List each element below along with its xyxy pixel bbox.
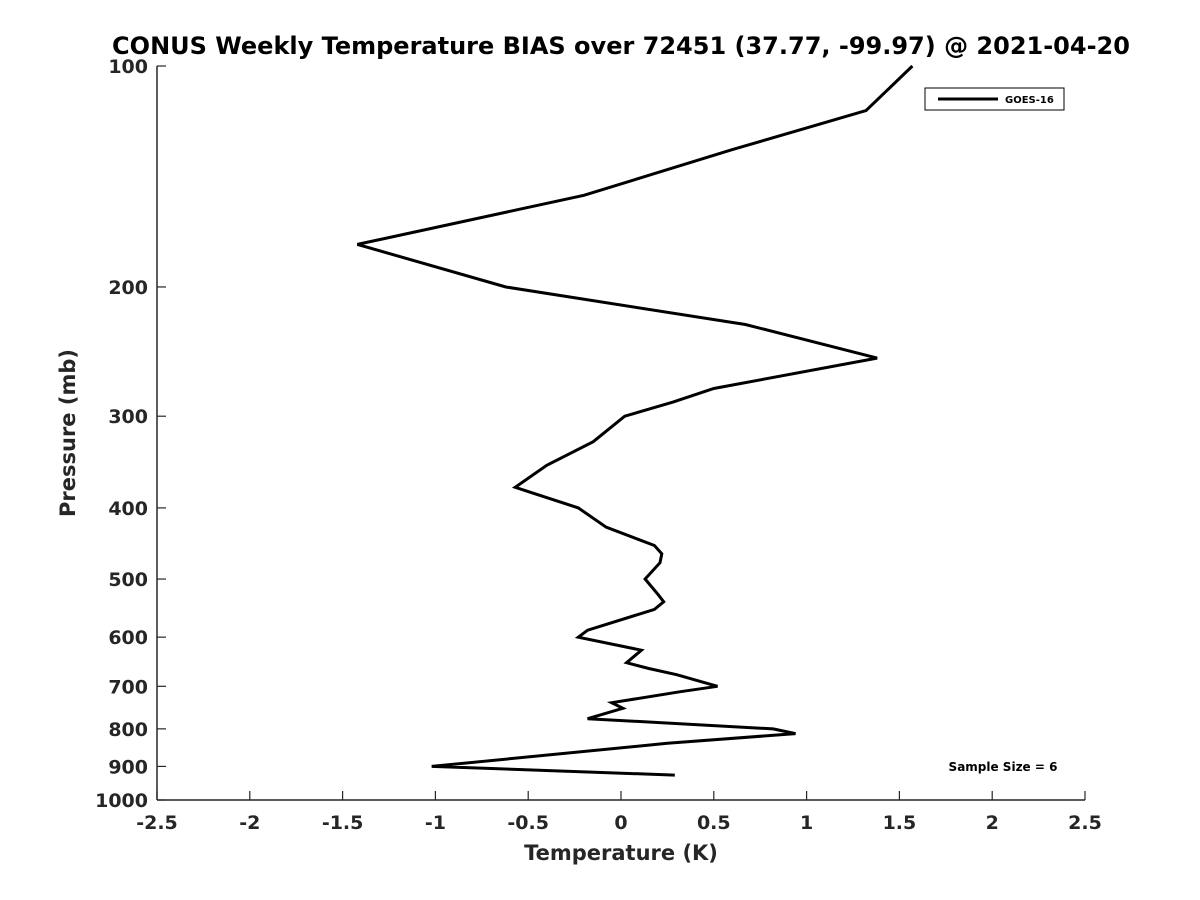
y-tick-label: 600 <box>108 627 148 649</box>
x-tick-label: -2 <box>239 812 260 834</box>
y-tick-label: 1000 <box>95 790 148 812</box>
x-tick-label: 1.5 <box>883 812 917 834</box>
y-tick-label: 100 <box>108 56 148 78</box>
x-tick-label: -2.5 <box>136 812 178 834</box>
sample-size-annotation: Sample Size = 6 <box>949 760 1058 774</box>
x-tick-label: 2 <box>986 812 999 834</box>
x-tick-label: -0.5 <box>507 812 549 834</box>
x-axis-label: Temperature (K) <box>524 841 718 865</box>
y-tick-label: 400 <box>108 498 148 520</box>
x-axis-ticks: -2.5 -2 -1.5 -1 -0.5 0 0.5 1 1.5 2 2.5 <box>136 791 1102 834</box>
x-tick-label: 0.5 <box>697 812 731 834</box>
y-axis-label: Pressure (mb) <box>56 349 80 517</box>
x-tick-label: -1.5 <box>322 812 364 834</box>
y-tick-label: 700 <box>108 676 148 698</box>
legend-label-goes-16: GOES-16 <box>1005 95 1054 106</box>
series-lines <box>356 64 914 777</box>
x-tick-label: 1 <box>800 812 813 834</box>
x-tick-label: 2.5 <box>1068 812 1102 834</box>
y-tick-label: 500 <box>108 569 148 591</box>
y-axis-ticks: 100 200 300 400 500 600 700 800 900 1000 <box>95 56 166 812</box>
x-tick-label: -1 <box>425 812 446 834</box>
legend: GOES-16 <box>924 87 1065 111</box>
y-tick-label: 300 <box>108 406 148 428</box>
series-line-goes-16 <box>356 64 914 777</box>
y-tick-label: 900 <box>108 756 148 778</box>
y-tick-label: 200 <box>108 277 148 299</box>
axes <box>156 66 1085 801</box>
y-tick-label: 800 <box>108 719 148 741</box>
x-tick-label: 0 <box>614 812 627 834</box>
chart-title: CONUS Weekly Temperature BIAS over 72451… <box>112 32 1130 60</box>
